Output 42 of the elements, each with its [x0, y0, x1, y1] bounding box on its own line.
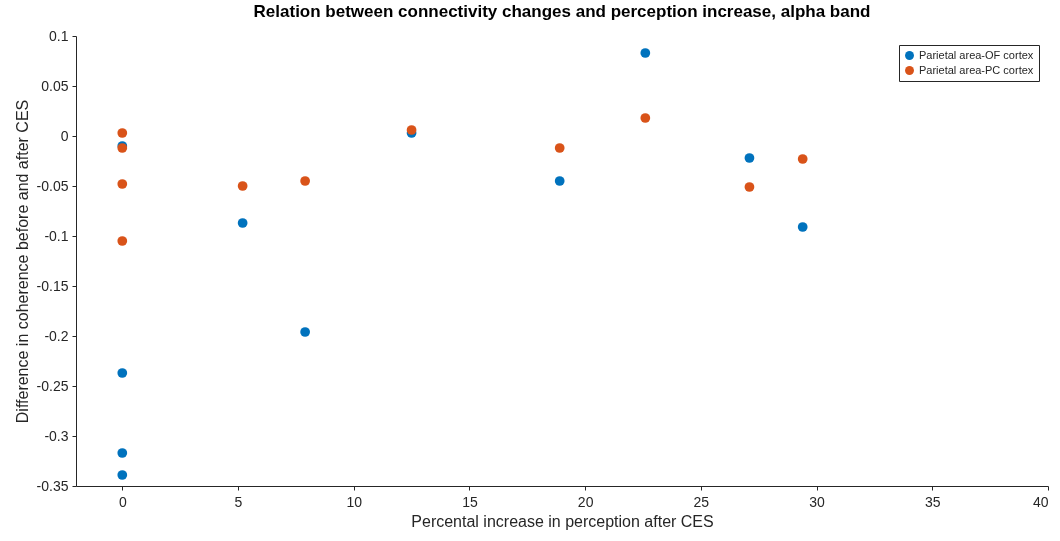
y-tick-label: 0.1: [49, 27, 69, 44]
point: [640, 48, 651, 58]
point: [300, 327, 310, 337]
chart-title: Relation between connectivity changes and perception increase, alpha band: [253, 2, 871, 21]
point: [797, 154, 808, 164]
point: [797, 222, 808, 232]
point: [554, 143, 565, 153]
x-tick-label: 35: [925, 493, 941, 510]
y-tick-label: -0.05: [36, 177, 69, 194]
y-tick-label: 0.05: [41, 77, 69, 94]
x-tick-label: 0: [118, 493, 127, 510]
point: [117, 470, 128, 480]
point: [117, 368, 128, 378]
y-tick-label: -0.1: [44, 227, 69, 244]
point: [117, 128, 128, 138]
point: [117, 448, 128, 458]
y-tick-label: -0.25: [36, 377, 69, 394]
y-tick-label: -0.2: [44, 327, 69, 344]
point: [640, 113, 651, 123]
x-tick-label: 40: [1032, 493, 1049, 510]
legend-label: Parietal area-OF cortex: [919, 48, 1034, 61]
point: [117, 179, 128, 189]
x-tick-label: 20: [577, 493, 594, 510]
x-tick-label: 15: [462, 493, 478, 510]
y-tick-label: 0: [60, 127, 69, 144]
x-tick-label: 30: [809, 493, 826, 510]
point: [300, 176, 310, 186]
x-tick-label: 10: [346, 493, 363, 510]
x-tick-label: 25: [693, 493, 710, 510]
point: [237, 181, 248, 191]
x-tick-label: 5: [234, 493, 243, 510]
point: [744, 182, 755, 192]
point: [744, 153, 755, 163]
y-tick-label: -0.15: [36, 277, 69, 294]
point: [117, 236, 128, 246]
y-tick-label: -0.35: [36, 477, 69, 494]
x-axis-title: Percental increase in perception after CES: [411, 512, 714, 530]
y-axis-title: Difference in coherence before and after CES: [13, 99, 31, 424]
legend-label: Parietal area-PC cortex: [919, 63, 1034, 76]
point: [554, 176, 565, 186]
point: [237, 218, 248, 228]
y-tick-label: -0.3: [44, 427, 69, 444]
